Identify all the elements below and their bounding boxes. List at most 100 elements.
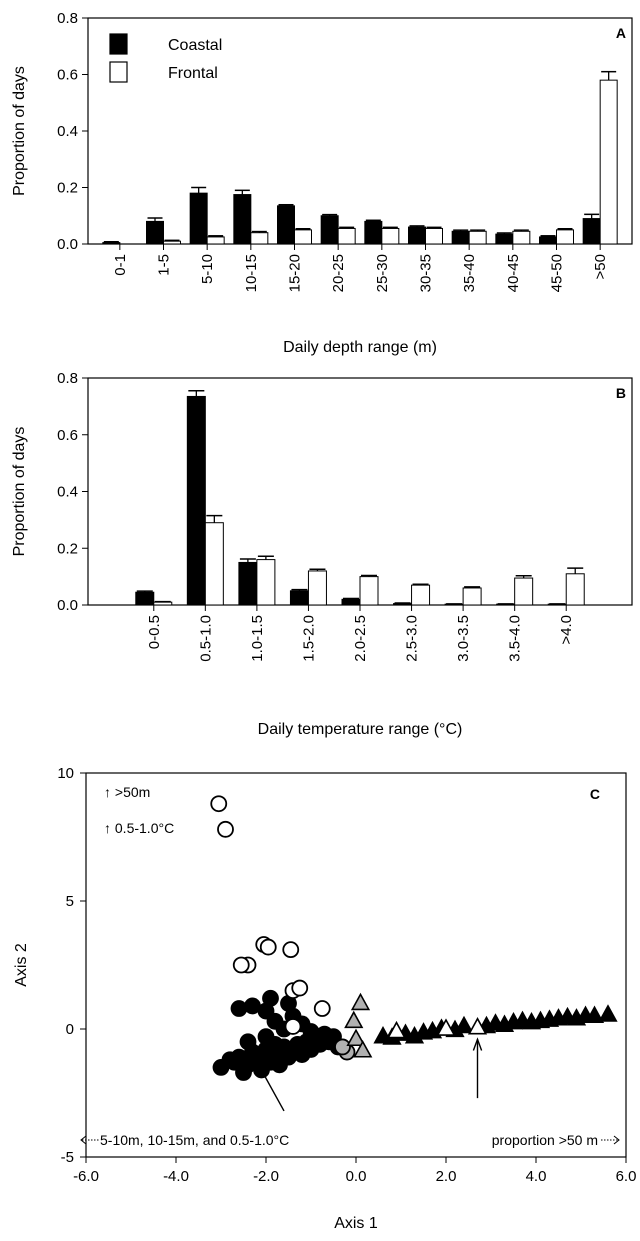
y-tick-label: 0 bbox=[66, 1021, 74, 1038]
coastal-bar bbox=[233, 194, 252, 245]
y-axis-label: Axis 2 bbox=[13, 943, 30, 987]
annotation-temp-05-10: ↑ 0.5-1.0°C bbox=[104, 820, 174, 836]
frontal-bar bbox=[512, 230, 531, 245]
coastal-bar bbox=[539, 236, 557, 245]
x-tick-label: 0.5-1.0 bbox=[197, 615, 214, 662]
circle-marker bbox=[239, 1033, 257, 1051]
x-tick-label: -6.0 bbox=[73, 1168, 99, 1185]
x-tick-label: 0-0.5 bbox=[146, 615, 163, 649]
triangle-marker bbox=[350, 992, 371, 1011]
x-tick-label: 0-1 bbox=[112, 254, 129, 276]
triangle-marker bbox=[584, 1005, 605, 1024]
frontal-bar bbox=[163, 240, 181, 245]
panel-letter: C bbox=[590, 786, 600, 802]
annotation-depth-gt50: ↑ >50m bbox=[104, 784, 150, 800]
dotted-arrow-left-head bbox=[80, 1135, 87, 1145]
x-tick-label: 2.5-3.0 bbox=[404, 615, 421, 662]
y-axis-label: Proportion of days bbox=[11, 66, 28, 196]
x-tick-label: 3.0-3.5 bbox=[455, 615, 472, 662]
frontal-legend-swatch bbox=[109, 61, 128, 83]
x-tick-label: -4.0 bbox=[163, 1168, 189, 1185]
frontal-legend-label: Frontal bbox=[168, 65, 218, 82]
x-tick-label: 30-35 bbox=[418, 254, 435, 292]
coastal-bar bbox=[393, 603, 413, 606]
frontal-bar bbox=[425, 227, 443, 245]
triangle-marker bbox=[346, 1028, 366, 1047]
x-axis-label: Daily temperature range (°C) bbox=[258, 721, 463, 738]
circle-marker bbox=[334, 1038, 351, 1056]
circle-marker bbox=[266, 1035, 284, 1053]
frontal-bar bbox=[381, 227, 400, 245]
circle-marker bbox=[262, 989, 279, 1007]
arrow-to-triangle-head bbox=[472, 1037, 483, 1051]
circle-marker bbox=[282, 941, 300, 959]
frontal-bar bbox=[565, 573, 585, 606]
frontal-bar bbox=[153, 601, 173, 606]
frontal-bar bbox=[462, 587, 482, 606]
coastal-bar bbox=[495, 233, 514, 245]
x-tick-label: >4.0 bbox=[558, 615, 575, 645]
coastal-bar bbox=[102, 242, 121, 245]
dotted-arrow-right-head bbox=[613, 1135, 620, 1145]
panel-b-temperature-range-chart: 0.0 0.2 0.4 0.6 0.8 0-0.5 0.5-1.0 1.0-1.5 1.5-2.… bbox=[11, 370, 633, 738]
frontal-bar bbox=[206, 236, 225, 245]
circle-marker bbox=[313, 1000, 331, 1017]
x-tick-label: 25-30 bbox=[374, 254, 391, 292]
x-tick-label: 45-50 bbox=[549, 254, 566, 292]
coastal-bar bbox=[135, 591, 155, 606]
panel-letter: B bbox=[616, 385, 626, 401]
panel-a-depth-range-chart: 0.0 0.2 0.4 0.6 0.8 0-1 1-5 5-10 10-15 15-20 20-25… bbox=[11, 10, 633, 356]
frontal-bar bbox=[411, 584, 431, 606]
triangle-marker bbox=[436, 1018, 456, 1036]
circle-marker bbox=[291, 979, 309, 997]
circle-marker bbox=[259, 938, 277, 956]
circle-marker bbox=[210, 795, 228, 813]
x-tick-label: 4.0 bbox=[526, 1168, 547, 1185]
y-tick-label: 0.8 bbox=[57, 10, 78, 27]
circle-marker bbox=[221, 1051, 239, 1069]
circle-marker bbox=[284, 1018, 302, 1035]
y-tick-label: 0.2 bbox=[57, 180, 78, 197]
circle-marker bbox=[230, 1000, 248, 1017]
frontal-bar bbox=[337, 227, 356, 245]
coastal-bar bbox=[277, 205, 295, 245]
coastal-bar bbox=[364, 220, 383, 245]
y-tick-label: 0.8 bbox=[57, 370, 78, 387]
frontal-bar bbox=[359, 576, 379, 606]
coastal-legend-label: Coastal bbox=[168, 37, 222, 54]
y-tick-label: 0.6 bbox=[57, 67, 78, 84]
coastal-bar bbox=[320, 215, 339, 245]
triangle-marker bbox=[467, 1017, 488, 1035]
triangle-marker bbox=[454, 1015, 474, 1034]
y-tick-label: 0.6 bbox=[57, 427, 78, 444]
coastal-bar bbox=[186, 395, 206, 606]
y-tick-label: 0.0 bbox=[57, 597, 78, 614]
frontal-bar bbox=[599, 79, 618, 245]
y-tick-label: 0.0 bbox=[57, 236, 78, 253]
x-tick-label: 2.0 bbox=[436, 1168, 457, 1185]
coastal-bar bbox=[582, 218, 601, 245]
frontal-bar bbox=[294, 229, 312, 245]
frontal-bar bbox=[468, 230, 487, 245]
y-tick-label: 0.2 bbox=[57, 540, 78, 557]
coastal-bar bbox=[408, 226, 426, 245]
triangle-marker bbox=[344, 1010, 364, 1029]
circle-marker bbox=[217, 820, 234, 838]
annotation-bottom-right: proportion >50 m bbox=[492, 1132, 598, 1148]
x-tick-label: 1-5 bbox=[156, 254, 173, 276]
panel-letter: A bbox=[616, 25, 626, 41]
x-tick-label: 0.0 bbox=[346, 1168, 367, 1185]
plot-frame bbox=[87, 377, 633, 606]
coastal-bar bbox=[341, 598, 361, 606]
triangle-marker bbox=[386, 1020, 407, 1039]
y-tick-label: 0.4 bbox=[57, 484, 78, 501]
x-tick-label: 35-40 bbox=[461, 254, 478, 292]
triangle-marker bbox=[598, 1004, 618, 1022]
coastal-bar bbox=[238, 561, 258, 606]
x-tick-label: >50 bbox=[592, 254, 609, 279]
circle-marker bbox=[232, 956, 250, 974]
frontal-bar bbox=[307, 570, 327, 606]
y-tick-label: 5 bbox=[66, 893, 74, 910]
frontal-bar bbox=[250, 232, 269, 245]
